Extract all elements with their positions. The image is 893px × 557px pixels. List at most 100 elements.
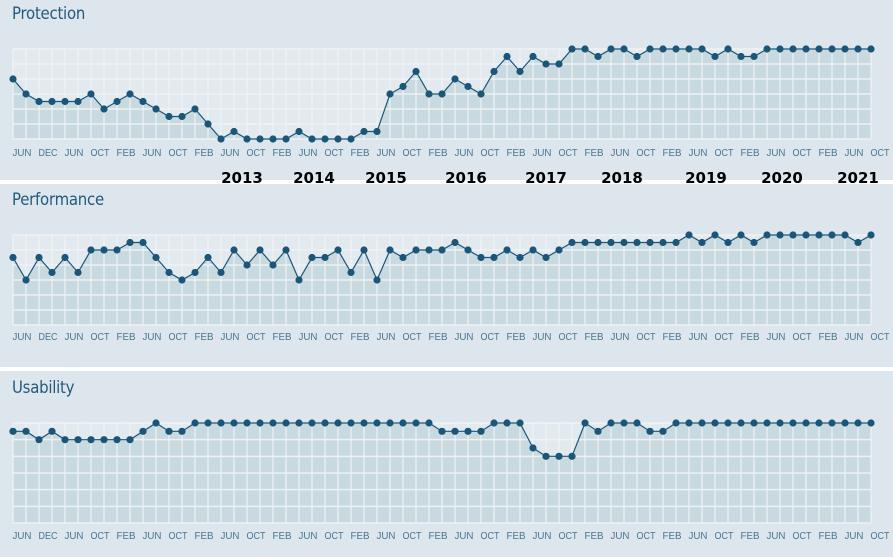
- year-label: 2019: [685, 169, 727, 187]
- data-point: [295, 276, 303, 284]
- data-point: [113, 97, 121, 106]
- x-tick-label: JUN: [13, 148, 32, 159]
- data-point: [87, 246, 95, 254]
- data-point: [750, 238, 758, 247]
- data-point: [347, 268, 355, 277]
- data-point: [633, 52, 641, 61]
- data-point: [425, 246, 433, 254]
- data-point: [867, 419, 875, 427]
- data-point: [464, 82, 472, 91]
- data-point: [789, 45, 797, 53]
- data-point: [815, 45, 823, 53]
- data-point: [789, 419, 797, 427]
- data-point: [516, 253, 524, 262]
- data-point: [373, 419, 381, 427]
- x-tick-label: OCT: [325, 148, 344, 159]
- data-point: [646, 427, 654, 435]
- data-point: [87, 436, 95, 444]
- data-point: [711, 419, 719, 427]
- data-point: [35, 253, 43, 262]
- data-point: [581, 419, 589, 427]
- x-tick-label: FEB: [117, 531, 136, 542]
- data-point: [48, 427, 56, 435]
- x-tick-label: OCT: [871, 332, 890, 343]
- data-point: [308, 135, 316, 143]
- x-tick-label: OCT: [793, 531, 812, 542]
- data-point: [438, 246, 446, 254]
- data-point: [802, 419, 810, 427]
- data-point: [243, 135, 251, 143]
- data-point: [256, 246, 264, 254]
- x-tick-label: FEB: [585, 531, 604, 542]
- x-tick-label: JUN: [845, 531, 864, 542]
- x-tick-label: OCT: [637, 531, 656, 542]
- x-tick-label: FEB: [351, 531, 370, 542]
- data-point: [48, 268, 56, 277]
- x-tick-label: OCT: [481, 531, 500, 542]
- data-point: [412, 67, 420, 76]
- data-point: [867, 45, 875, 53]
- data-point: [763, 231, 771, 239]
- data-point: [360, 419, 368, 427]
- data-point: [581, 45, 589, 53]
- data-point: [178, 427, 186, 435]
- data-point: [776, 419, 784, 427]
- x-tick-label: OCT: [715, 531, 734, 542]
- data-point: [204, 120, 212, 128]
- x-tick-label: FEB: [429, 332, 448, 343]
- data-point: [152, 253, 160, 262]
- x-tick-label: OCT: [169, 531, 188, 542]
- x-tick-label: OCT: [91, 148, 110, 159]
- x-tick-label: JUN: [143, 332, 162, 343]
- x-tick-label: JUN: [455, 531, 474, 542]
- x-tick-label: JUN: [533, 148, 552, 159]
- x-tick-label: FEB: [117, 332, 136, 343]
- data-point: [204, 419, 212, 427]
- data-point: [828, 231, 836, 239]
- data-point: [425, 419, 433, 427]
- x-tick-label: FEB: [195, 332, 214, 343]
- data-point: [568, 452, 576, 460]
- x-tick-label: OCT: [715, 332, 734, 343]
- data-point: [269, 261, 277, 269]
- x-tick-label: JUN: [533, 332, 552, 343]
- data-point: [113, 436, 121, 444]
- data-point: [672, 419, 680, 427]
- data-point: [633, 238, 641, 247]
- x-tick-label: OCT: [247, 332, 266, 343]
- data-point: [256, 135, 264, 143]
- data-point: [61, 253, 69, 262]
- x-tick-label: JUN: [611, 332, 630, 343]
- x-tick-label: OCT: [403, 531, 422, 542]
- data-point: [854, 419, 862, 427]
- data-point: [438, 427, 446, 435]
- x-tick-label: FEB: [663, 148, 682, 159]
- x-tick-label: JUN: [13, 332, 32, 343]
- x-tick-label: FEB: [507, 332, 526, 343]
- x-tick-label: OCT: [403, 332, 422, 343]
- x-tick-label: OCT: [91, 531, 110, 542]
- data-point: [698, 45, 706, 53]
- data-point: [347, 135, 355, 143]
- x-tick-label: OCT: [793, 148, 812, 159]
- x-tick-label: JUN: [845, 332, 864, 343]
- data-point: [659, 45, 667, 53]
- x-tick-label: FEB: [273, 531, 292, 542]
- data-point: [646, 45, 654, 53]
- data-point: [724, 419, 732, 427]
- data-point: [9, 253, 17, 262]
- data-point: [477, 253, 485, 262]
- data-point: [191, 268, 199, 277]
- data-point: [828, 45, 836, 53]
- data-point: [126, 90, 134, 98]
- x-tick-label: FEB: [507, 148, 526, 159]
- data-point: [802, 45, 810, 53]
- data-point: [321, 419, 329, 427]
- data-point: [165, 268, 173, 277]
- data-point: [490, 419, 498, 427]
- chart-title-protection: Protection: [12, 4, 86, 24]
- x-tick-label: FEB: [585, 148, 604, 159]
- x-tick-label: OCT: [637, 148, 656, 159]
- data-point: [126, 238, 134, 247]
- data-point: [74, 436, 82, 444]
